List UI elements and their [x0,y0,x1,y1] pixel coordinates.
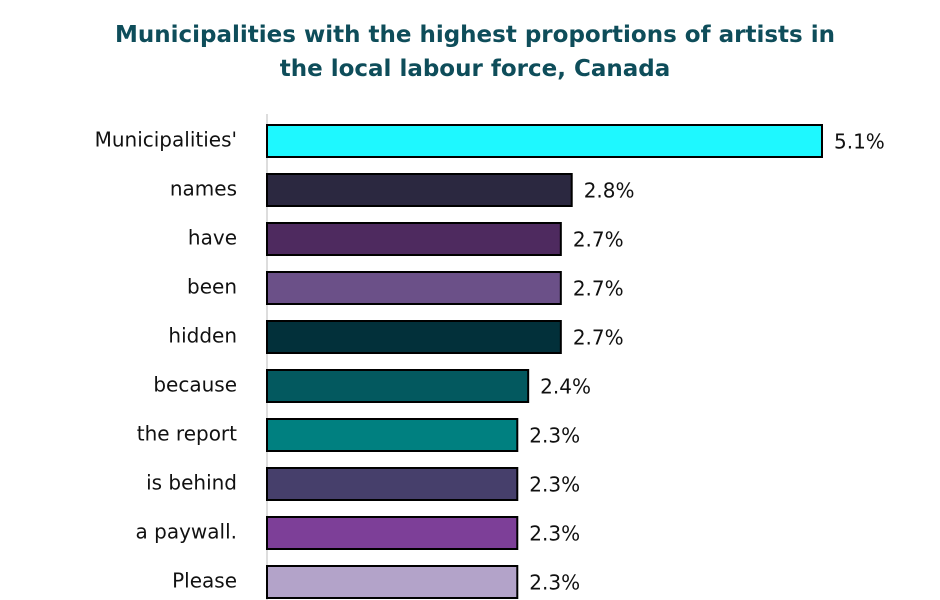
value-label: 2.8% [584,179,635,203]
category-label: is behind [146,471,237,495]
category-label: Please [172,569,237,593]
chart-title: Municipalities with the highest proporti… [115,22,835,82]
bar [266,271,562,305]
category-label: a paywall. [136,520,237,544]
category-label: because [153,373,237,397]
bar [266,516,519,550]
value-label: 2.4% [540,375,591,399]
bar [266,124,823,158]
bar [266,222,562,256]
category-label: names [170,177,237,201]
category-label: hidden [168,324,237,348]
value-label: 2.7% [573,228,624,252]
category-label: the report [137,422,237,446]
value-label: 2.3% [529,522,580,546]
bar [266,467,519,501]
bar [266,565,519,599]
value-label: 5.1% [834,130,885,154]
value-label: 2.3% [529,571,580,595]
value-label: 2.3% [529,424,580,448]
category-label: have [188,226,237,250]
category-label: Municipalities' [95,128,237,152]
value-label: 2.3% [529,473,580,497]
bar [266,418,519,452]
bar [266,369,530,403]
value-label: 2.7% [573,277,624,301]
bar [266,173,573,207]
bar [266,320,562,354]
category-label: been [187,275,237,299]
value-label: 2.7% [573,326,624,350]
